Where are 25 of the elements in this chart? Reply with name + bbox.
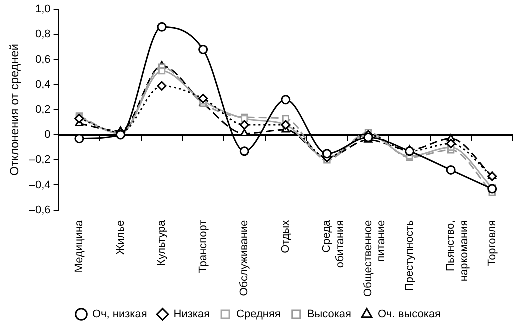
y-tick-label: 0,4	[36, 78, 51, 91]
x-tick-label: Обслуживание	[238, 220, 251, 296]
y-tick-label: 0,8	[36, 28, 51, 41]
y-tick-label: 1,0	[36, 4, 51, 16]
legend-label: Оч, низкая	[92, 308, 148, 321]
legend-label: Низкая	[174, 308, 210, 321]
y-tick-label: –0,2	[29, 154, 51, 166]
x-tick-label: Отдых	[280, 220, 292, 254]
legend-label: Высокая	[307, 308, 352, 321]
y-tick-label: 0	[44, 129, 51, 142]
y-tick-label: 0,2	[36, 104, 51, 116]
x-tick-label: Медицина	[73, 219, 86, 273]
y-tick-label: –0,4	[29, 179, 51, 192]
legend-label: Средняя	[236, 308, 281, 321]
x-tick-label: Торговля	[486, 220, 498, 266]
x-tick-label: Культура	[156, 219, 168, 266]
x-tick-label: Транспорт	[197, 220, 210, 274]
x-tick-label: Среда обитания	[321, 219, 346, 268]
x-tick-label: Жилье	[114, 220, 127, 255]
y-axis-title: Отклонения от средней	[8, 44, 22, 176]
x-tick-label: Преступность	[404, 220, 416, 292]
y-tick-label: 0,6	[36, 54, 51, 66]
x-tick-label: Пьянство, наркомания	[445, 220, 470, 282]
legend-label: Оч. высокая	[378, 308, 442, 321]
y-tick-label: –0,6	[29, 204, 51, 216]
